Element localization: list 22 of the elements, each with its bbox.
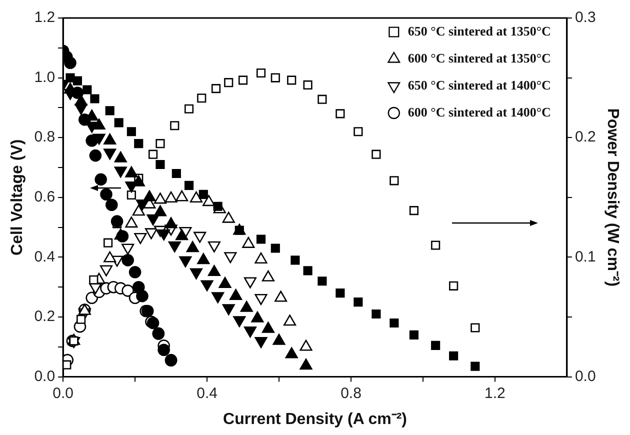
x-axis-title: Current Density (A cm⁻²) bbox=[223, 410, 407, 428]
legend-label: 650 °C sintered at 1350°C bbox=[408, 23, 551, 38]
x-tick-label: 0.4 bbox=[196, 384, 218, 402]
x-tick-label: 0.0 bbox=[52, 384, 74, 402]
y2-tick-label: 0.0 bbox=[574, 368, 596, 385]
y-tick-label: 0.6 bbox=[34, 188, 56, 206]
legend-label: 600 °C sintered at 1350°C bbox=[408, 50, 551, 66]
legend-label: 600 °C sintered at 1400°C bbox=[408, 104, 551, 120]
y-tick-label: 0.0 bbox=[34, 368, 56, 385]
y-tick-label: 0.8 bbox=[34, 128, 56, 146]
y-tick-label: 1.0 bbox=[34, 68, 56, 86]
y2-tick-label: 0.2 bbox=[574, 128, 596, 146]
y-tick-label: 1.2 bbox=[34, 9, 56, 26]
x-tick-label: 1.2 bbox=[484, 384, 506, 402]
legend-label: 650 °C sintered at 1400°C bbox=[408, 77, 551, 92]
y-tick-label: 0.4 bbox=[34, 248, 56, 266]
y2-tick-label: 0.3 bbox=[574, 9, 596, 26]
y-axis-title: Cell Voltage (V) bbox=[9, 139, 26, 256]
x-tick-label: 0.8 bbox=[340, 384, 362, 402]
y2-tick-label: 0.1 bbox=[574, 248, 596, 266]
y2-axis-title: Power Density (W cm⁻²) bbox=[604, 108, 621, 287]
y-tick-label: 0.2 bbox=[34, 308, 56, 326]
